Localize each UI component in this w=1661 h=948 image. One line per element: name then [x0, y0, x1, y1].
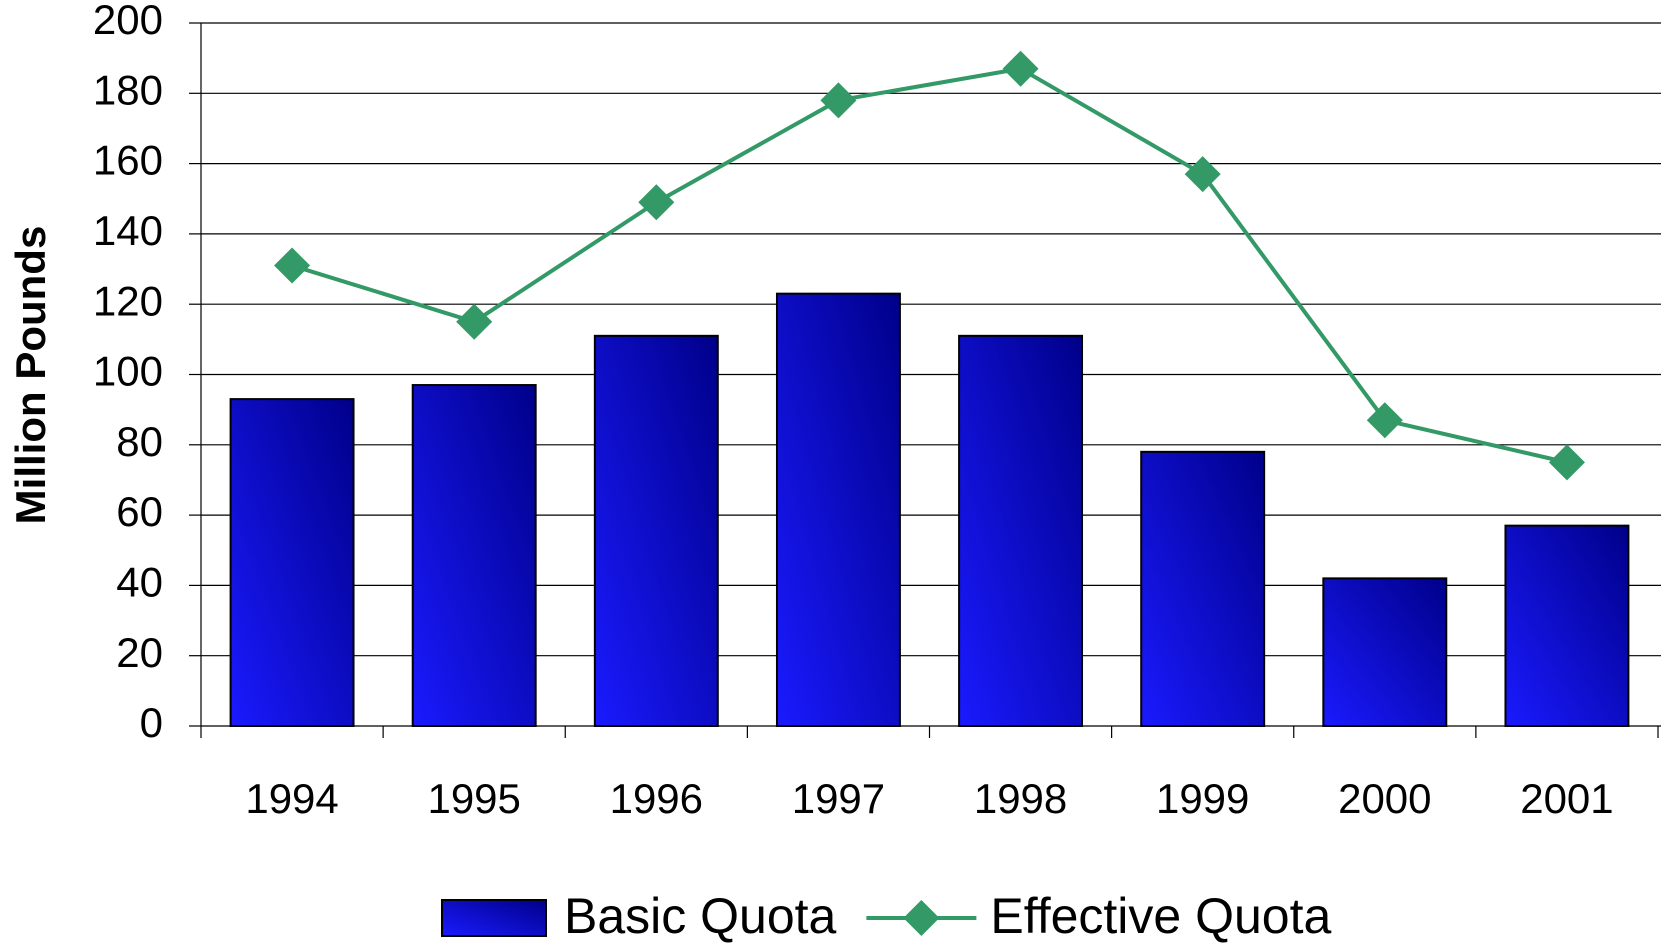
legend-swatch [441, 899, 547, 937]
marker [820, 82, 857, 119]
bar [1322, 577, 1448, 727]
marker [1366, 402, 1403, 439]
legend-marker [903, 900, 940, 936]
x-tick-label: 1998 [974, 775, 1067, 822]
x-tick-label: 2001 [1520, 775, 1613, 822]
marker [638, 184, 675, 221]
marker [274, 247, 311, 284]
legend-label: Effective Quota [990, 888, 1331, 944]
marker [456, 303, 493, 340]
y-tick-label: 180 [93, 66, 163, 113]
x-tick-label: 1999 [1156, 775, 1249, 822]
bar [775, 292, 901, 727]
x-tick-label: 1994 [245, 775, 338, 822]
bar [1140, 450, 1266, 727]
line [291, 66, 1568, 465]
y-tick-label: 0 [140, 699, 163, 746]
bar [593, 334, 719, 727]
bar [229, 398, 355, 727]
y-tick-label: 80 [116, 418, 163, 465]
y-tick-label: 140 [93, 207, 163, 254]
y-tick-label: 60 [116, 488, 163, 535]
y-tick-label: 40 [116, 558, 163, 605]
x-tick-label: 1995 [427, 775, 520, 822]
marker [1184, 156, 1221, 193]
bar [1504, 524, 1630, 728]
y-axis-title: Million Pounds [7, 226, 54, 525]
y-tick-label: 200 [93, 0, 163, 43]
y-tick-label: 20 [116, 629, 163, 676]
marker [1002, 50, 1039, 87]
x-tick-label: 1997 [792, 775, 885, 822]
bar [411, 384, 537, 727]
y-tick-label: 160 [93, 137, 163, 184]
y-tick-label: 100 [93, 348, 163, 395]
y-tick-label: 120 [93, 277, 163, 324]
legend-label: Basic Quota [564, 888, 837, 944]
x-tick-label: 1996 [610, 775, 703, 822]
bar [958, 334, 1084, 727]
marker [1548, 444, 1585, 481]
x-tick-label: 2000 [1338, 775, 1431, 822]
